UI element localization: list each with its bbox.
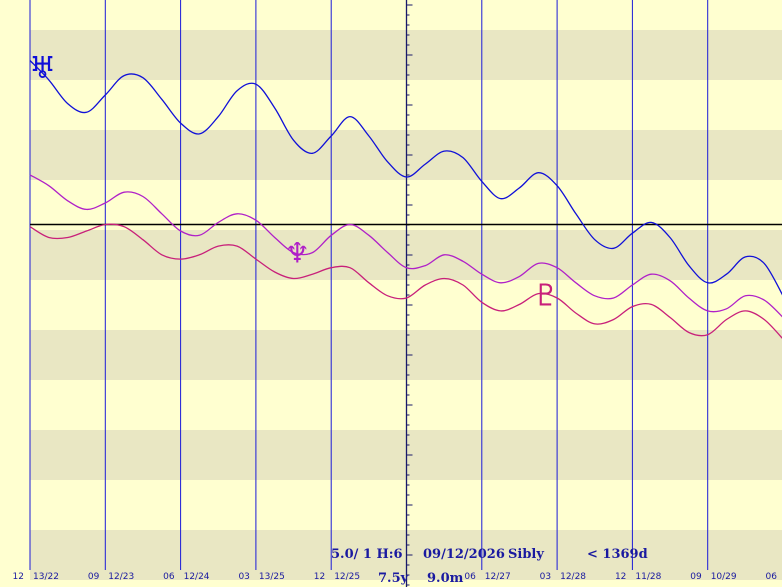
tick-minor-7: 12/28 xyxy=(560,572,586,582)
x-tick-labels: 12 13/22 09 12/23 06 12/24 03 13/25 12 12/25 06 12/… xyxy=(13,572,778,582)
vertical-gridlines xyxy=(29,0,709,570)
tick-major-10: 06 xyxy=(766,572,778,582)
tick-minor-1: 12/23 xyxy=(108,572,134,582)
tick-major-1: 09 xyxy=(88,572,100,582)
tick-major-2: 06 xyxy=(163,572,175,582)
tick-minor-9: 10/29 xyxy=(711,572,737,582)
tick-minor-4: 12/25 xyxy=(334,572,360,582)
tick-major-6: 06 xyxy=(464,572,476,582)
tick-major-9: 09 xyxy=(690,572,702,582)
tick-major-3: 03 xyxy=(238,572,249,582)
pluto-icon: ♇ xyxy=(532,278,559,313)
series-layer xyxy=(29,60,782,339)
scale-info: 5.0/ 1 H:6 xyxy=(331,547,403,562)
years-info: 7.5y xyxy=(378,571,409,586)
tick-major-0: 12 xyxy=(13,572,24,582)
info-bar: 5.0/ 1 H:6 09/12/2026 Sibly < 1369d 7.5y… xyxy=(331,547,648,586)
tick-minor-8: 11/28 xyxy=(635,572,661,582)
tick-minor-6: 12/27 xyxy=(485,572,511,582)
months-info: 9.0m xyxy=(427,571,464,586)
series-line-neptune xyxy=(29,174,782,318)
tick-major-7: 03 xyxy=(540,572,551,582)
tick-minor-2: 12/24 xyxy=(184,572,210,582)
tick-major-4: 12 xyxy=(314,572,325,582)
series-line-uranus xyxy=(29,60,782,296)
neptune-icon: ♆ xyxy=(285,237,310,270)
chart-span: < 1369d xyxy=(587,547,648,562)
series-line-pluto xyxy=(29,223,782,339)
tick-major-8: 12 xyxy=(615,572,626,582)
tick-minor-3: 13/25 xyxy=(259,572,285,582)
center-ruler xyxy=(405,0,413,587)
uranus-icon: ♅ xyxy=(29,51,56,86)
chart-date: 09/12/2026 xyxy=(423,547,505,562)
planet-glyphs: ♅ ♆ ♇ xyxy=(29,51,559,313)
tick-minor-0: 13/22 xyxy=(33,572,59,582)
chart-system: Sibly xyxy=(508,547,544,562)
